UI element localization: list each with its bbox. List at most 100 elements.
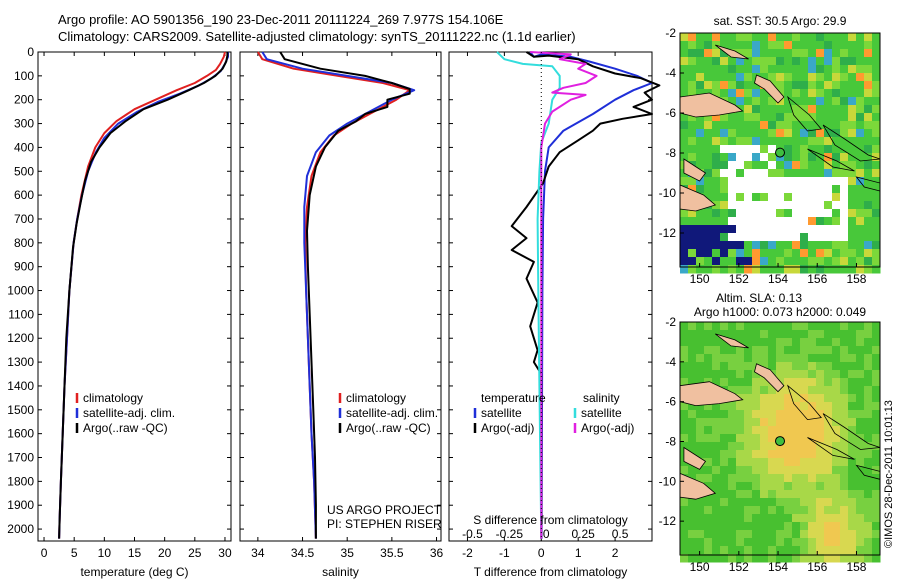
sst_map-cell xyxy=(800,185,809,194)
sst_map-cell xyxy=(848,97,857,106)
sst_map-cell xyxy=(840,241,849,250)
sla_map-cell xyxy=(784,450,793,459)
diff-legend-t-argo-label: Argo(-adj) xyxy=(481,421,534,435)
sst_map-cell xyxy=(712,73,721,82)
sst_map-cell xyxy=(824,49,833,58)
sla_map-cell xyxy=(800,362,809,371)
sst_map-cell xyxy=(688,41,697,50)
sst_map-xtick-label: 156 xyxy=(807,272,827,286)
sla_map-cell xyxy=(864,546,873,555)
sla_map-cell xyxy=(720,418,729,427)
sst_map-cell xyxy=(752,33,761,42)
sla_map-cell xyxy=(800,546,809,555)
sst_map-cell xyxy=(760,73,769,82)
sst_map-cell xyxy=(824,161,833,170)
sla_map-cell xyxy=(736,442,745,451)
sla_map-cell xyxy=(720,450,729,459)
sla_map-cell xyxy=(808,346,817,355)
sst_map-cell xyxy=(720,241,729,250)
sla_map-cell xyxy=(688,434,697,443)
sst_map-cell xyxy=(688,73,697,82)
sla_map-coastline xyxy=(807,437,855,460)
sst_map-cell xyxy=(848,57,857,66)
sst_map-cell xyxy=(808,97,817,106)
sst_map-cell xyxy=(712,137,721,146)
sst_map-cell xyxy=(760,225,769,234)
sst_map-coastline xyxy=(807,148,855,172)
temp-legend-satellite-label: satellite-adj. clim. xyxy=(83,406,175,420)
sla_map-cell xyxy=(760,506,769,515)
sla_map-cell xyxy=(848,514,857,523)
sla_map-cell xyxy=(864,450,873,459)
sst_map-cell xyxy=(824,241,833,250)
sla_map-cell xyxy=(744,394,753,403)
sst_map-cell xyxy=(768,257,777,266)
sst_map-cell xyxy=(848,129,857,138)
sla_map-cell xyxy=(752,458,761,467)
sla_map-cell xyxy=(704,426,713,435)
sst_map-cell xyxy=(760,113,769,122)
temperature-xtick-label: 20 xyxy=(158,546,172,560)
sst_map-cell xyxy=(728,265,737,274)
sla_map-cell xyxy=(824,346,833,355)
sst_map-cell xyxy=(848,161,857,170)
sla_map-cell xyxy=(704,346,713,355)
sst_map-cell xyxy=(824,89,833,98)
sla_map-cell xyxy=(824,458,833,467)
sst_map-cell xyxy=(720,209,729,218)
sst_map-cell xyxy=(752,249,761,258)
sla_map-cell xyxy=(680,498,689,507)
sla_map-cell xyxy=(696,330,705,339)
sla_map-cell xyxy=(744,346,753,355)
sla_map-ytick-label: -2 xyxy=(665,315,676,329)
sla_map-cell xyxy=(744,410,753,419)
sla_map-cell xyxy=(792,418,801,427)
sla_map-cell xyxy=(848,346,857,355)
sla_map-cell xyxy=(800,474,809,483)
sla_map-cell xyxy=(696,410,705,419)
sla_map-cell xyxy=(712,482,721,491)
sst_map-cell xyxy=(728,129,737,138)
sst_map-cell xyxy=(800,161,809,170)
sla_map-cell xyxy=(872,370,881,379)
sla_map-cell xyxy=(712,474,721,483)
sla_map-cell xyxy=(784,322,793,331)
sst_map-cell xyxy=(784,105,793,114)
sla_map-cell xyxy=(776,394,785,403)
sla_map-cell xyxy=(784,522,793,531)
sla_map-cell xyxy=(736,346,745,355)
sst_map-cell xyxy=(744,121,753,130)
sst_map-cell xyxy=(696,41,705,50)
sst_map-cell xyxy=(680,65,689,74)
sst_map-cell xyxy=(816,105,825,114)
sst_map-cell xyxy=(696,81,705,90)
sla_map-cell xyxy=(808,458,817,467)
sst_map-cell xyxy=(832,137,841,146)
sst_map-cell xyxy=(856,73,865,82)
sst_map-cell xyxy=(816,217,825,226)
sla_map-cell xyxy=(688,322,697,331)
sst_map-cell xyxy=(816,153,825,162)
sst_map-cell xyxy=(864,57,873,66)
sst_map-cell xyxy=(840,57,849,66)
sst_map-cell xyxy=(712,265,721,274)
sla_map-cell xyxy=(704,498,713,507)
sst_map-cell xyxy=(720,201,729,210)
sla_map-cell xyxy=(680,418,689,427)
sst_map-cell xyxy=(744,225,753,234)
sst_map-cell xyxy=(840,177,849,186)
sst_map-cell xyxy=(864,81,873,90)
sst_map-cell xyxy=(808,201,817,210)
sst_map-cell xyxy=(856,33,865,42)
sla_map-cell xyxy=(848,330,857,339)
sst_map-cell xyxy=(696,137,705,146)
sst_map-cell xyxy=(816,113,825,122)
sst_map-cell xyxy=(752,41,761,50)
sla_map-cell xyxy=(832,538,841,547)
sla_map-cell xyxy=(760,434,769,443)
sst_map-cell xyxy=(816,121,825,130)
sla_map-cell xyxy=(728,482,737,491)
sst_map-cell xyxy=(848,249,857,258)
sst_map-cell xyxy=(752,265,761,274)
sla_map-cell xyxy=(800,522,809,531)
